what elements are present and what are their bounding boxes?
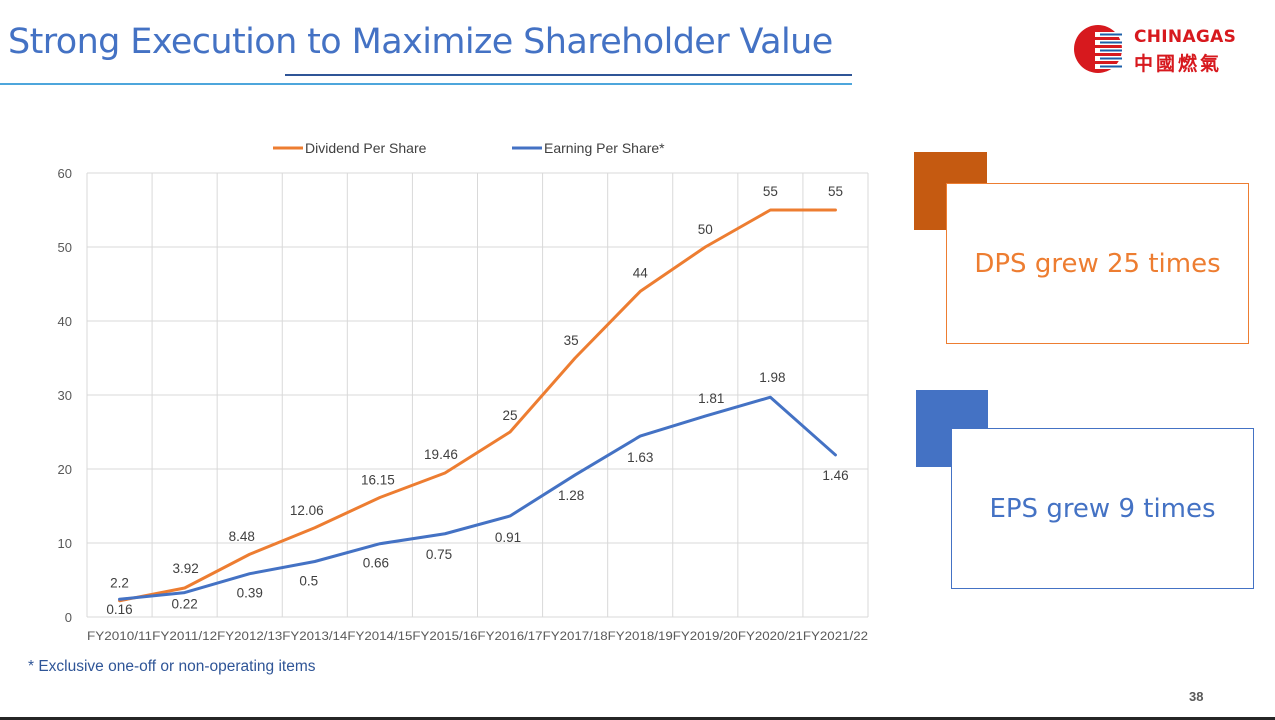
y-left-tick-label: 0 <box>65 610 72 625</box>
x-tick-label: FY2010/11 <box>87 631 152 643</box>
gas-flame-logo-icon <box>1074 25 1128 73</box>
eps-data-label: 1.81 <box>698 391 724 406</box>
eps-data-label: 0.5 <box>299 574 318 589</box>
legend-eps-label: Earning Per Share* <box>544 140 665 156</box>
eps-data-label: 1.98 <box>759 370 785 385</box>
page-number: 38 <box>1189 689 1204 704</box>
x-tick-label: FY2014/15 <box>347 631 412 643</box>
eps-data-label: 0.75 <box>426 547 452 562</box>
dps-data-label: 25 <box>503 408 518 423</box>
slide-title: Strong Execution to Maximize Shareholder… <box>8 22 833 62</box>
dps-data-label: 16.15 <box>361 472 395 487</box>
x-tick-label: FY2017/18 <box>543 631 608 643</box>
earning-per-share-line <box>118 395 837 601</box>
eps-data-label: 0.91 <box>495 530 521 545</box>
dps-data-label: 3.92 <box>172 561 198 576</box>
y-left-tick-label: 30 <box>58 388 72 403</box>
dps-data-label: 2.2 <box>110 576 129 591</box>
eps-data-label: 1.63 <box>627 450 653 465</box>
logo-text-zh: 中國燃氣 <box>1134 53 1223 75</box>
eps-data-label: 0.39 <box>237 586 263 601</box>
bottom-border <box>0 717 1275 720</box>
x-tick-label: FY2019/20 <box>673 631 738 643</box>
y-left-tick-label: 40 <box>58 314 72 329</box>
y-left-tick-label: 50 <box>58 240 72 255</box>
eps-data-label: 0.66 <box>363 556 389 571</box>
dividend-per-share-line <box>118 208 837 603</box>
footnote: * Exclusive one-off or non-operating ite… <box>28 658 316 675</box>
eps-callout: EPS grew 9 times <box>951 428 1254 589</box>
legend-dps-label: Dividend Per Share <box>305 140 427 156</box>
dps-data-label: 19.46 <box>424 447 458 462</box>
x-tick-label: FY2012/13 <box>217 631 282 643</box>
y-left-tick-label: 60 <box>58 166 72 181</box>
eps-data-label: 0.22 <box>171 597 197 612</box>
x-tick-label: FY2021/22 <box>803 631 868 643</box>
dps-data-label: 55 <box>828 184 843 199</box>
dps-data-label: 55 <box>763 184 778 199</box>
header-divider <box>0 83 852 85</box>
dps-eps-line-chart: 010203040506000.511.522.533.54FY2010/11F… <box>58 140 869 643</box>
eps-data-label: 0.16 <box>106 602 132 617</box>
dps-data-label: 8.48 <box>229 529 255 544</box>
title-underline <box>285 74 852 76</box>
dps-data-label: 44 <box>633 265 649 280</box>
chinagas-logo: CHINAGAS 中國燃氣 <box>1072 22 1252 78</box>
dps-callout: DPS grew 25 times <box>946 183 1249 344</box>
y-left-tick-label: 10 <box>58 536 72 551</box>
x-tick-label: FY2013/14 <box>282 631 348 643</box>
eps-data-label: 1.46 <box>822 468 848 483</box>
x-tick-label: FY2020/21 <box>738 631 803 643</box>
x-tick-label: FY2018/19 <box>608 631 673 643</box>
logo-text-en: CHINAGAS <box>1134 27 1237 47</box>
dps-data-label: 35 <box>564 333 579 348</box>
y-left-tick-label: 20 <box>58 462 72 477</box>
eps-data-label: 1.28 <box>558 488 584 503</box>
dps-data-label: 50 <box>698 222 713 237</box>
x-tick-label: FY2011/12 <box>152 631 217 643</box>
x-tick-label: FY2015/16 <box>412 631 477 643</box>
dps-data-label: 12.06 <box>290 503 324 518</box>
x-tick-label: FY2016/17 <box>478 631 543 643</box>
